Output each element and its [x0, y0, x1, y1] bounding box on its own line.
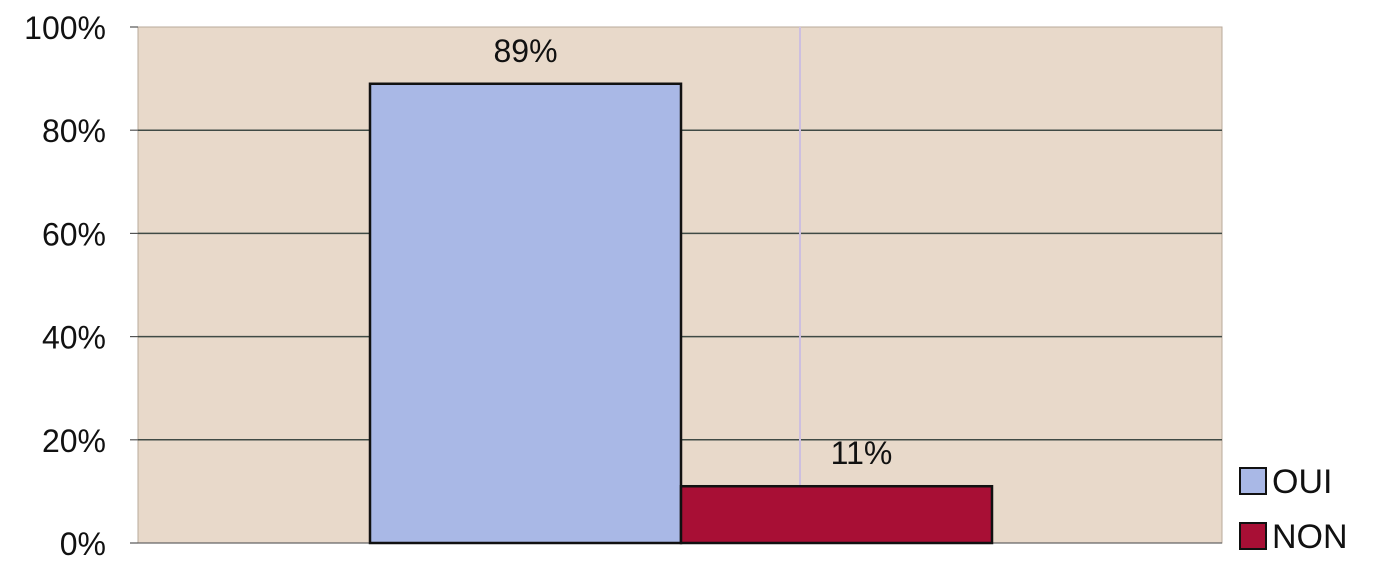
data-labels: 89% 11%: [493, 33, 892, 471]
data-label-non: 11%: [831, 435, 893, 471]
legend-swatch-non: [1239, 522, 1267, 550]
bar-oui: [368, 82, 683, 545]
legend-label-non: NON: [1272, 518, 1348, 556]
bar-non: [679, 484, 994, 545]
y-tick-label: 20%: [42, 423, 106, 459]
y-tick-label: 100%: [24, 10, 106, 46]
legend-label-oui: OUI: [1272, 463, 1332, 501]
y-tick-label: 80%: [42, 113, 106, 149]
y-tick-label: 0%: [60, 526, 106, 562]
y-axis-ticks: 0% 20% 40% 60% 80% 100%: [24, 10, 106, 562]
y-tick-label: 60%: [42, 216, 106, 252]
legend-swatch-oui: [1239, 467, 1267, 495]
y-tick-label: 40%: [42, 320, 106, 356]
bars: [368, 82, 994, 545]
legend: OUI NON: [1239, 463, 1348, 556]
data-label-oui: 89%: [493, 33, 557, 69]
